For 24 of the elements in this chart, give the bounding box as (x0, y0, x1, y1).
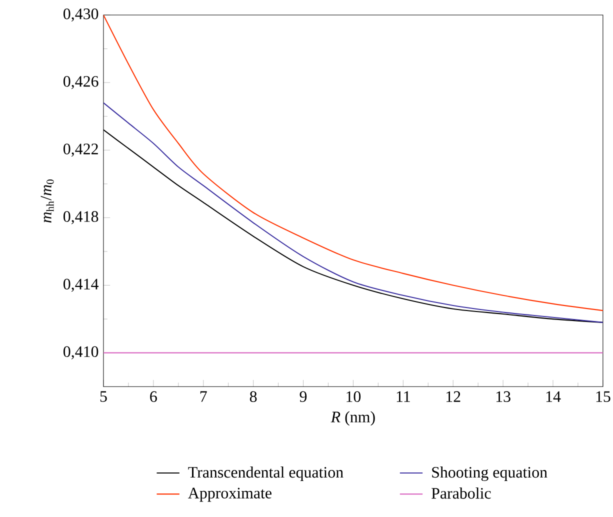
y-tick-label: 0,414 (64, 278, 99, 292)
x-axis-title: R (nm) (330, 411, 375, 426)
line-series (103, 14, 603, 312)
x-tick-label: 5 (100, 391, 107, 402)
y-axis-title: m$_{hh}$/m$_{0}$ (40, 180, 54, 223)
legend-label: Transcendental equation (188, 466, 344, 481)
x-tick-label: 9 (300, 391, 307, 402)
y-tick-label: 0,430 (64, 8, 98, 22)
y-tick-label: 0,410 (64, 346, 98, 360)
x-tick-label: 11 (396, 391, 410, 402)
y-tick-label: 0,418 (64, 211, 98, 224)
legend-label: Parabolic (432, 488, 491, 499)
x-tick-label: 8 (250, 391, 257, 402)
x-tick-label: 15 (596, 391, 610, 402)
legend-label: Shooting equation (432, 466, 548, 481)
x-tick-label: 14 (546, 391, 561, 402)
y-tick-label: 0,426 (64, 76, 98, 90)
x-tick-label: 10 (346, 391, 361, 402)
x-tick-label: 6 (150, 391, 157, 402)
x-tick-label: 7 (200, 391, 207, 402)
x-tick-label: 12 (446, 391, 460, 402)
y-tick-label: 0,422 (64, 144, 98, 157)
legend-label: Approximate (188, 488, 272, 502)
x-tick-label: 13 (496, 391, 510, 402)
